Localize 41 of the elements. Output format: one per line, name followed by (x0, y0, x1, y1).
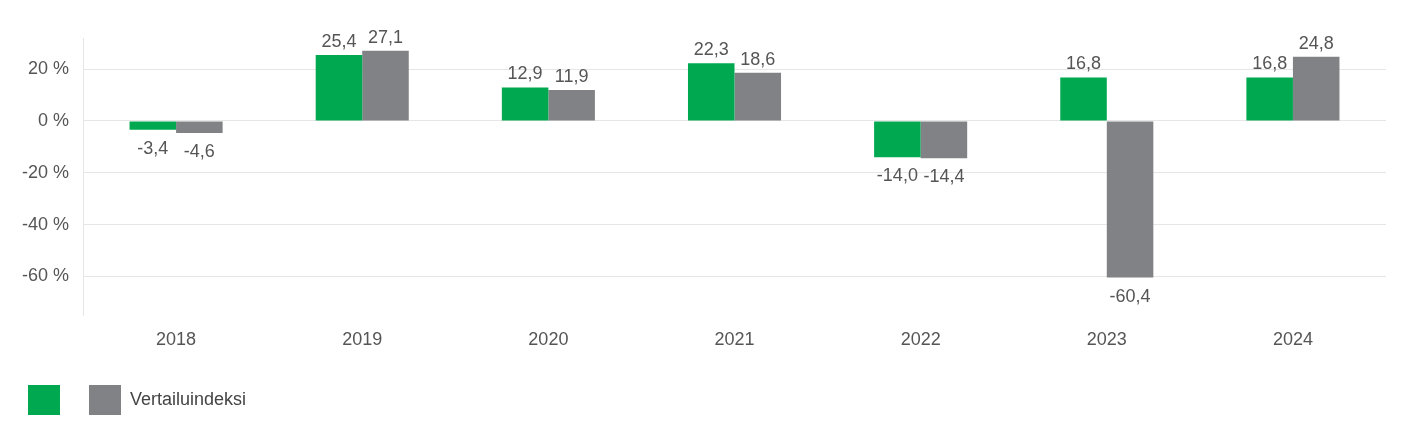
bar (1246, 77, 1293, 121)
data-label: -14,0 (876, 165, 918, 186)
x-tick-label: 2019 (342, 329, 383, 350)
bar (548, 90, 595, 121)
data-label: 18,6 (740, 48, 776, 69)
data-label: -3,4 (137, 137, 169, 158)
bar (920, 121, 968, 159)
bar (129, 121, 177, 130)
data-label: -60,4 (1109, 285, 1151, 306)
data-label: 27,1 (367, 26, 404, 47)
bar (362, 50, 409, 121)
x-tick-label: 2023 (1086, 329, 1127, 350)
bar (874, 121, 921, 158)
legend-label: Vertailuindeksi (130, 388, 247, 409)
data-label: 24,8 (1298, 32, 1334, 53)
bar (687, 63, 735, 121)
x-tick-label: 2018 (156, 329, 197, 350)
y-tick-label: -40 % (21, 213, 70, 234)
data-label: -4,6 (183, 140, 215, 161)
x-tick-label: 2021 (714, 329, 755, 350)
data-label: 16,8 (1252, 53, 1288, 74)
bar (1106, 121, 1154, 278)
bar (501, 87, 549, 121)
bar (1060, 77, 1107, 121)
bar (1292, 56, 1340, 121)
data-label: 12,9 (507, 63, 543, 84)
data-label: 16,8 (1066, 53, 1102, 74)
bar (734, 72, 782, 121)
y-tick-label: -20 % (21, 161, 70, 182)
data-label: -14,4 (923, 166, 965, 187)
x-tick-label: 2024 (1272, 329, 1313, 350)
y-tick-label: -60 % (21, 265, 70, 286)
y-tick-label: 0 % (37, 109, 70, 130)
x-tick-label: 2020 (528, 329, 569, 350)
y-tick-label: 20 % (27, 58, 70, 79)
x-tick-label: 2022 (900, 329, 941, 350)
data-label: 11,9 (554, 66, 589, 87)
bar (176, 121, 223, 133)
bar (315, 55, 363, 121)
data-label: 25,4 (321, 31, 357, 52)
data-label: 22,3 (693, 39, 729, 60)
